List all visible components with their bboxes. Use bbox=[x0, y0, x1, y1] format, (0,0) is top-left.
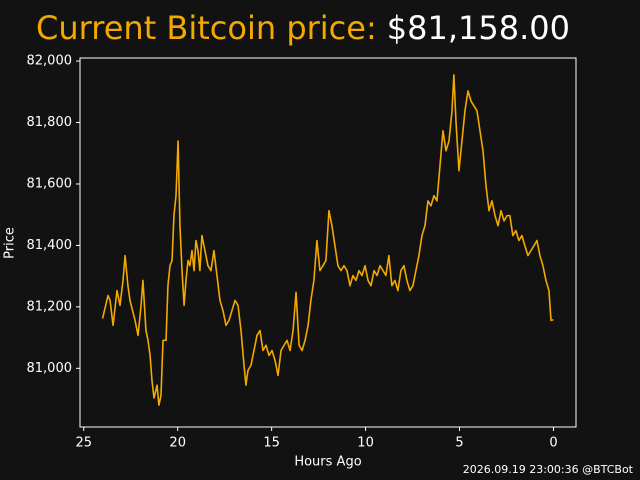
y-tick-label: 81,200 bbox=[27, 299, 73, 314]
y-tick-label: 82,000 bbox=[27, 54, 73, 69]
title-prefix: Current Bitcoin price: bbox=[36, 9, 377, 47]
x-tick-label: 25 bbox=[75, 436, 92, 451]
price-line bbox=[101, 74, 554, 406]
y-tick-label: 81,400 bbox=[27, 238, 73, 253]
y-tick-label: 81,800 bbox=[27, 115, 73, 130]
y-tick-label: 81,600 bbox=[27, 176, 73, 191]
chart-title: Current Bitcoin price: $81,158.00 bbox=[36, 9, 570, 47]
title-value: $81,158.00 bbox=[387, 9, 570, 47]
x-tick-label: 0 bbox=[549, 436, 557, 451]
x-tick-label: 5 bbox=[455, 436, 463, 451]
y-tick-label: 81,000 bbox=[27, 361, 73, 376]
x-axis-label: Hours Ago bbox=[294, 455, 361, 470]
x-tick-label: 10 bbox=[357, 436, 374, 451]
plot-frame bbox=[79, 57, 577, 428]
x-tick-label: 20 bbox=[169, 436, 186, 451]
x-tick-label: 15 bbox=[263, 436, 280, 451]
y-axis-label: Price bbox=[3, 227, 18, 259]
footer: 2026.09.19 23:00:36 @BTCBot bbox=[463, 463, 634, 476]
